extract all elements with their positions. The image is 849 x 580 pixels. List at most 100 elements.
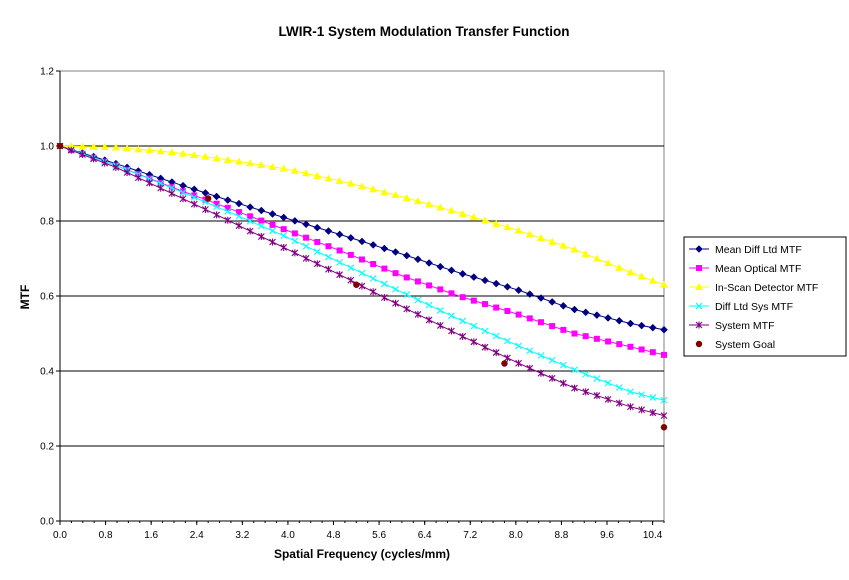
data-point — [358, 182, 366, 190]
system-goal-point — [56, 142, 64, 150]
data-point — [403, 274, 410, 281]
data-point — [313, 248, 321, 255]
data-point — [458, 209, 467, 217]
data-point — [111, 143, 120, 151]
data-point — [235, 222, 243, 230]
data-point — [369, 288, 377, 296]
data-point — [324, 174, 333, 182]
data-point — [335, 230, 344, 239]
data-point — [481, 216, 490, 224]
series-system-goal — [56, 142, 668, 431]
data-point — [123, 168, 131, 176]
data-point — [391, 248, 400, 256]
data-point — [470, 322, 478, 330]
data-point — [515, 311, 522, 318]
x-axis-title: Spatial Frequency (cycles/mm) — [274, 547, 450, 561]
x-tick-label: 7.2 — [463, 530, 477, 541]
legend: Mean Diff Ltd MTF Mean Optical MTF In-Scan… — [683, 236, 847, 357]
x-tick-label: 4.8 — [327, 530, 341, 541]
gridlines — [60, 145, 664, 447]
data-point — [504, 354, 511, 362]
legend-label: System MTF — [715, 320, 775, 332]
data-point — [648, 276, 657, 284]
legend-entry: System Goal — [695, 339, 775, 351]
data-point — [246, 217, 254, 225]
data-point — [223, 196, 232, 204]
data-point — [581, 250, 590, 258]
data-point — [235, 212, 243, 220]
data-point — [537, 369, 545, 377]
data-point — [515, 342, 522, 350]
data-point — [413, 197, 422, 205]
x-tick-label: 5.6 — [372, 530, 386, 541]
data-point — [268, 210, 277, 218]
data-point — [615, 316, 624, 325]
data-point — [179, 189, 187, 196]
data-point — [370, 261, 377, 268]
x-tick-label: 9.6 — [600, 530, 614, 541]
data-point — [190, 200, 198, 208]
data-point — [358, 237, 366, 246]
data-point — [514, 286, 523, 295]
data-point — [359, 256, 365, 263]
data-point — [503, 223, 512, 231]
data-point — [548, 237, 557, 245]
data-point — [425, 259, 433, 267]
data-point — [324, 227, 333, 235]
data-point — [167, 148, 176, 156]
data-point — [190, 151, 199, 159]
system-goal-point — [660, 424, 668, 431]
data-point — [78, 142, 87, 150]
data-point — [425, 200, 434, 208]
data-point — [604, 395, 612, 403]
data-point — [291, 230, 298, 237]
legend-marker — [695, 321, 703, 329]
data-point — [336, 271, 344, 279]
y-tick-label: 0.4 — [40, 367, 54, 378]
data-point — [459, 317, 467, 325]
data-point — [570, 245, 579, 253]
y-tick-label: 0.6 — [40, 292, 54, 303]
data-point — [67, 146, 75, 154]
data-point — [234, 157, 243, 165]
data-point — [525, 290, 534, 298]
data-point — [336, 247, 343, 254]
data-point — [660, 280, 668, 288]
data-point — [314, 238, 321, 245]
data-point — [560, 326, 567, 333]
series-diff-ltd-sys-mtf — [56, 142, 668, 404]
data-point — [660, 325, 668, 334]
data-point — [604, 379, 612, 387]
system-goal-point — [204, 195, 212, 202]
data-point — [571, 384, 578, 392]
x-tick-label: 10.4 — [643, 530, 663, 541]
y-tick-label: 1.2 — [40, 67, 54, 78]
data-point — [425, 316, 433, 324]
data-point — [482, 301, 489, 308]
y-tick-label: 1.0 — [40, 142, 54, 153]
data-point — [492, 279, 501, 288]
data-point — [247, 213, 254, 220]
data-point — [459, 332, 467, 340]
data-point — [469, 273, 478, 281]
data-point — [526, 364, 534, 372]
data-point — [436, 307, 444, 314]
data-point — [604, 314, 612, 322]
data-point — [134, 174, 142, 182]
data-point — [648, 323, 657, 332]
data-point — [123, 144, 132, 152]
data-point — [280, 226, 287, 233]
data-point — [526, 315, 533, 322]
data-point — [224, 208, 232, 215]
data-point — [369, 185, 378, 193]
legend-marker — [695, 245, 703, 253]
data-point — [447, 266, 456, 275]
x-tick-label: 0.8 — [99, 530, 113, 541]
data-point — [402, 193, 411, 201]
data-point — [313, 171, 322, 179]
data-point — [302, 254, 310, 262]
data-point — [246, 203, 255, 211]
data-point — [257, 222, 265, 230]
data-point — [303, 234, 310, 241]
data-point — [593, 311, 601, 319]
